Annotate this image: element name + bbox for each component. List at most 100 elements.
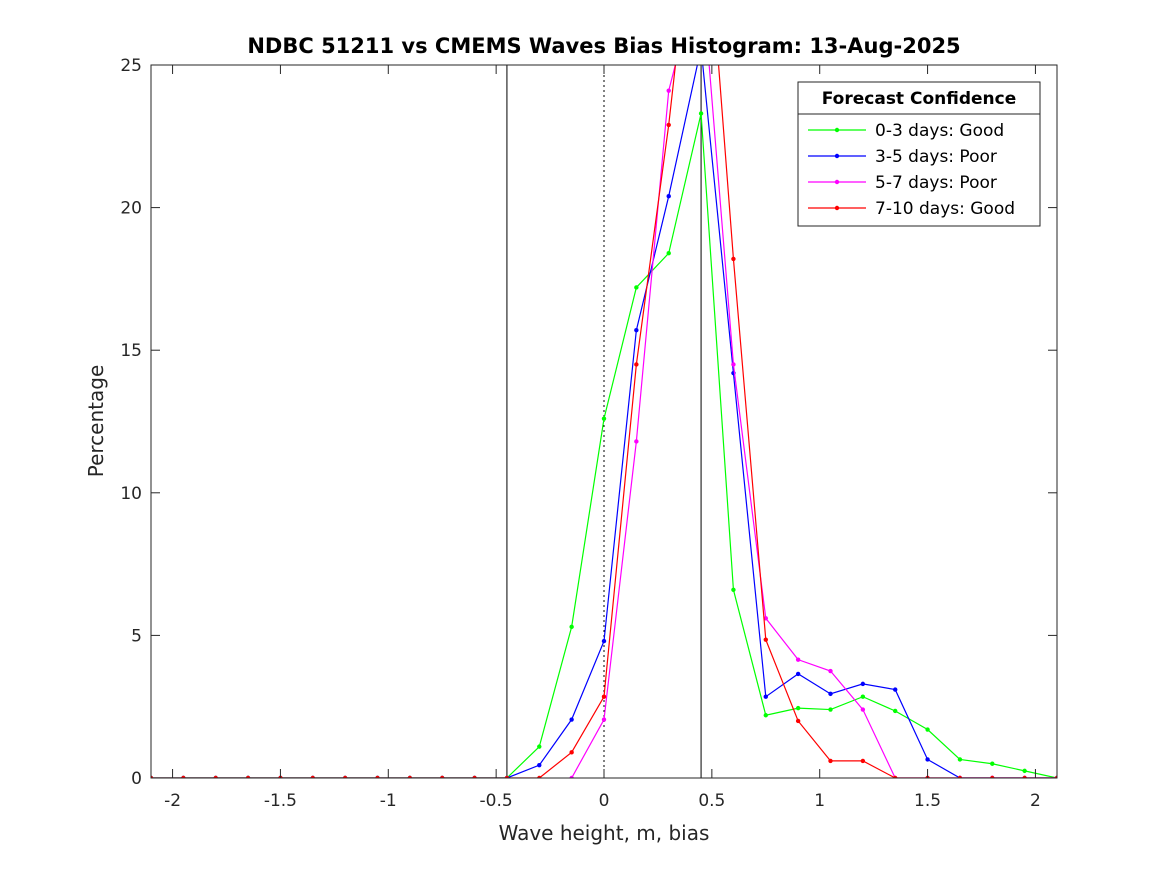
legend-entry: 0-3 days: Good [808, 121, 1004, 141]
data-point [763, 713, 768, 718]
data-point [763, 616, 768, 621]
data-point [342, 775, 348, 778]
x-tick-label: -0.5 [480, 791, 513, 811]
legend-label: 7-10 days: Good [875, 199, 1015, 219]
data-point [375, 775, 380, 778]
data-point [828, 668, 833, 674]
x-tick-label: -2 [164, 791, 181, 811]
series-line [571, 65, 1057, 778]
data-point [731, 362, 736, 367]
data-point [569, 750, 574, 755]
data-point [925, 757, 930, 762]
legend-swatch-marker [834, 127, 840, 133]
data-point [537, 762, 542, 768]
data-point [634, 328, 639, 333]
data-point [860, 681, 866, 687]
data-point [537, 744, 542, 749]
legend-entry: 7-10 days: Good [808, 199, 1015, 219]
x-tick-label: 1.5 [914, 791, 941, 811]
legend-box [797, 81, 1041, 227]
data-point [472, 775, 477, 778]
legend-label: 3-5 days: Poor [875, 147, 997, 167]
data-point [860, 707, 866, 712]
data-point [310, 775, 315, 778]
data-point [666, 193, 671, 199]
legend-label: 0-3 days: Good [875, 121, 1004, 141]
data-point [795, 705, 801, 711]
data-point [569, 775, 574, 778]
legend-label: 5-7 days: Poor [875, 173, 997, 193]
data-point [731, 256, 736, 262]
legend-swatch-marker [834, 153, 840, 159]
data-point [181, 775, 186, 778]
chart-title: NDBC 51211 vs CMEMS Waves Bias Histogram… [247, 34, 960, 58]
data-point [666, 88, 671, 93]
data-point [601, 416, 607, 421]
data-point [666, 122, 671, 128]
series-layer [151, 65, 1057, 778]
data-point [828, 691, 833, 697]
data-point [795, 718, 801, 724]
y-tick-label: 20 [120, 199, 142, 219]
data-point [504, 775, 510, 778]
y-tick-label: 15 [120, 341, 142, 361]
x-tick-label: 0 [599, 791, 610, 811]
data-point [440, 775, 445, 778]
data-point [698, 111, 704, 116]
data-point [795, 657, 801, 662]
y-tick-label: 5 [131, 626, 142, 646]
data-point [925, 727, 930, 732]
data-point [990, 761, 995, 766]
data-point [569, 624, 574, 630]
x-tick-label: 1 [814, 791, 825, 811]
legend-swatch-marker [834, 205, 840, 211]
data-point [893, 687, 898, 692]
data-point [795, 671, 801, 677]
data-point [634, 362, 639, 367]
data-point [828, 758, 833, 764]
data-point [763, 694, 768, 699]
data-point [601, 717, 607, 722]
legend-title: Forecast Confidence [822, 89, 1017, 109]
y-tick-label: 10 [120, 484, 142, 504]
data-point [1022, 768, 1027, 774]
data-point [763, 637, 768, 642]
data-point [893, 775, 898, 778]
data-point [860, 694, 866, 699]
y-axis-label: Percentage [84, 365, 108, 478]
data-point [1022, 775, 1027, 778]
x-tick-label: 0.5 [698, 791, 725, 811]
data-point [957, 775, 963, 778]
series-3 [151, 65, 1057, 778]
data-point [828, 707, 833, 712]
data-point [213, 775, 218, 778]
data-point [731, 587, 736, 592]
y-tick-label: 25 [120, 56, 142, 76]
data-point [151, 775, 154, 778]
legend-swatch-marker [834, 179, 840, 185]
data-point [407, 775, 413, 778]
data-point [634, 285, 639, 290]
y-tick-label: 0 [131, 769, 142, 789]
data-point [537, 775, 542, 778]
data-point [245, 775, 251, 778]
legend: Forecast Confidence 0-3 days: Good 3-5 da… [797, 81, 1041, 227]
data-point [601, 694, 607, 699]
data-point [634, 439, 639, 444]
x-tick-label: -1 [380, 791, 397, 811]
data-point [893, 708, 898, 714]
data-point [990, 775, 995, 778]
data-point [601, 638, 607, 644]
x-tick-label: 2 [1030, 791, 1041, 811]
data-point [569, 717, 574, 722]
x-axis-label: Wave height, m, bias [499, 821, 710, 845]
legend-entry: 5-7 days: Poor [808, 173, 997, 193]
data-point [666, 251, 671, 256]
x-tick-label: -1.5 [264, 791, 297, 811]
legend-entries: 0-3 days: Good 3-5 days: Poor 5-7 days: Po… [808, 121, 1015, 219]
data-point [1054, 775, 1057, 778]
data-point [957, 757, 963, 762]
legend-entry: 3-5 days: Poor [808, 147, 997, 167]
